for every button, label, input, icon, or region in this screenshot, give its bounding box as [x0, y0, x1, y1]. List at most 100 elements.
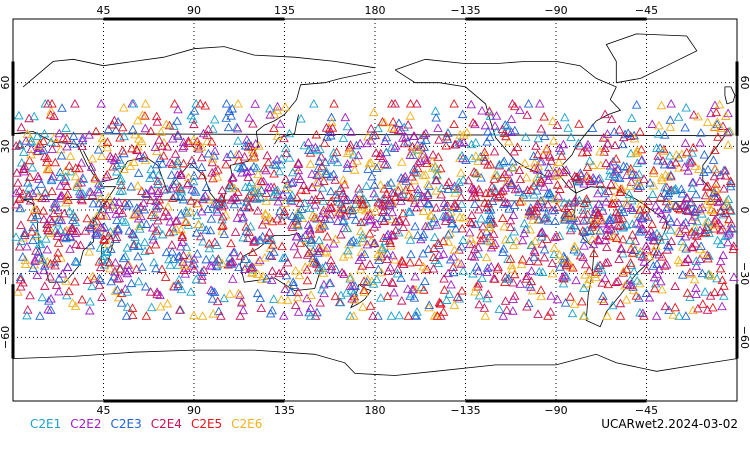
observation-marker: [428, 263, 439, 273]
observation-marker: [56, 215, 67, 225]
observation-marker: [390, 141, 401, 150]
axis-ticks: 45459090135135180180−135−135−90−90−45−45…: [0, 4, 750, 417]
observation-marker: [484, 205, 494, 214]
observation-marker: [545, 307, 556, 316]
observation-marker: [361, 181, 372, 190]
lat-tick-label-right: −30: [738, 262, 750, 285]
observation-marker: [390, 192, 401, 201]
observation-marker: [409, 293, 420, 302]
observation-marker: [718, 121, 728, 130]
observation-marker: [465, 239, 475, 249]
observation-marker: [264, 227, 275, 237]
observation-marker: [77, 133, 88, 142]
observation-marker: [579, 283, 589, 292]
observation-marker: [268, 159, 278, 169]
observation-marker: [85, 240, 96, 250]
observation-marker: [613, 198, 624, 208]
observation-marker: [315, 244, 326, 253]
observation-marker: [537, 267, 548, 276]
observation-marker: [242, 167, 252, 176]
observation-marker: [253, 257, 263, 267]
observation-marker: [84, 246, 95, 256]
observation-marker: [261, 188, 272, 198]
observation-marker: [635, 246, 646, 256]
observation-marker: [355, 138, 365, 148]
observation-marker: [265, 308, 276, 318]
observation-marker: [427, 156, 438, 166]
observation-marker: [95, 262, 106, 272]
lon-tick-label-bottom: −45: [635, 404, 658, 417]
observation-marker: [523, 98, 534, 108]
observation-marker: [210, 166, 221, 176]
observation-marker: [359, 276, 369, 285]
observation-marker: [232, 213, 243, 222]
observation-marker: [515, 197, 525, 206]
observation-marker: [659, 231, 670, 240]
observation-marker: [381, 132, 392, 142]
observation-marker: [95, 243, 106, 252]
observation-marker: [580, 269, 590, 279]
observation-marker: [373, 161, 384, 171]
observation-marker: [99, 235, 110, 245]
observation-marker: [373, 264, 384, 274]
observation-marker: [335, 297, 346, 307]
observation-marker: [536, 123, 546, 133]
observation-marker: [133, 276, 144, 286]
observation-marker: [111, 125, 121, 134]
observation-marker: [133, 180, 143, 190]
lon-tick-label-top: 180: [365, 4, 386, 17]
observation-marker: [175, 305, 185, 314]
observation-marker: [421, 155, 432, 164]
observation-marker: [72, 180, 82, 189]
observation-marker: [627, 280, 637, 290]
observation-marker: [388, 250, 398, 260]
observation-marker: [233, 162, 243, 171]
observation-marker: [234, 149, 244, 159]
observation-marker: [191, 228, 202, 237]
observation-marker: [52, 231, 63, 240]
observation-marker: [44, 214, 55, 223]
observation-marker: [715, 263, 726, 273]
observation-marker: [457, 150, 467, 160]
observation-marker: [316, 212, 326, 222]
observation-marker: [153, 176, 163, 185]
observation-marker: [316, 222, 327, 232]
observation-marker: [50, 260, 60, 270]
observation-marker: [150, 142, 161, 151]
observation-marker: [112, 274, 123, 283]
observation-marker: [306, 235, 316, 244]
observation-marker: [216, 311, 226, 320]
observation-marker: [650, 283, 660, 293]
observation-marker: [313, 262, 324, 272]
observation-marker: [449, 119, 459, 129]
observation-marker: [36, 239, 46, 249]
observation-marker: [390, 254, 400, 264]
lat-tick-label-left: −60: [0, 326, 12, 349]
observation-marker: [127, 143, 137, 153]
observation-marker: [709, 287, 720, 297]
lon-tick-label-bottom: −135: [450, 404, 480, 417]
observation-marker: [217, 221, 227, 231]
observation-marker: [171, 216, 181, 225]
observation-marker: [608, 156, 618, 166]
observation-marker: [84, 222, 95, 231]
observation-marker: [161, 119, 172, 129]
observation-marker: [658, 214, 669, 223]
observation-marker: [130, 209, 140, 218]
observation-marker: [346, 237, 356, 246]
observation-marker: [138, 153, 148, 162]
observation-marker: [167, 240, 177, 249]
observation-marker: [365, 301, 376, 310]
observation-marker: [706, 271, 717, 280]
observation-marker: [359, 216, 369, 226]
observation-marker: [698, 299, 708, 308]
observation-marker: [197, 267, 207, 276]
observation-marker: [235, 311, 246, 320]
observation-marker: [19, 163, 29, 173]
observation-marker: [95, 180, 105, 189]
observation-marker: [54, 286, 64, 296]
observation-marker: [441, 131, 452, 141]
observation-marker: [614, 173, 625, 182]
observation-marker: [49, 198, 60, 208]
observation-marker: [344, 142, 355, 152]
